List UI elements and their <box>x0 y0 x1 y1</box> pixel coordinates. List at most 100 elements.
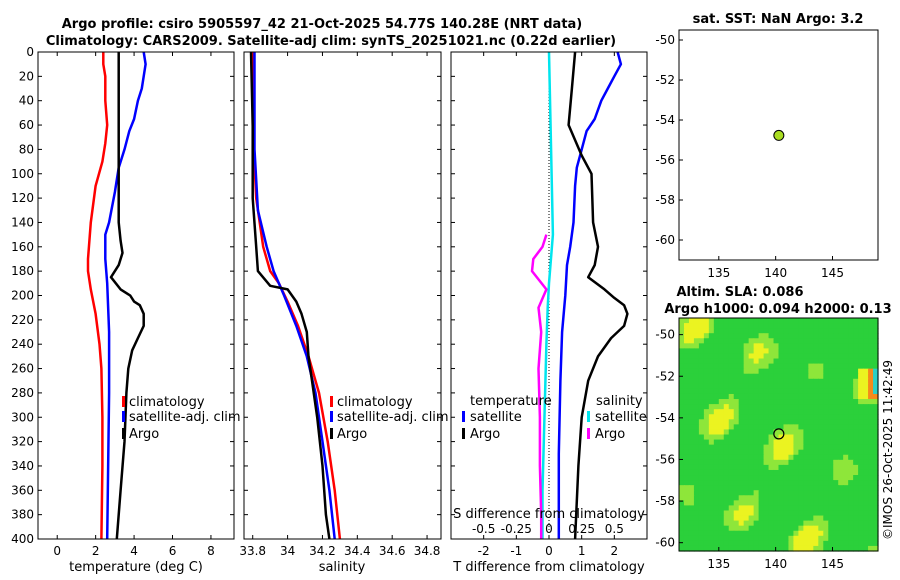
sla-cell <box>723 424 730 431</box>
sla-cell <box>743 454 750 461</box>
sla-cell <box>679 343 685 349</box>
sla-cell <box>748 515 755 522</box>
sla-cell <box>843 545 849 552</box>
sla-cell <box>818 393 824 400</box>
sla-cell <box>703 409 710 415</box>
sla-cell <box>793 404 799 410</box>
sla-cell <box>758 373 765 380</box>
sla-cell <box>763 464 770 471</box>
sla-cell <box>773 469 780 476</box>
sla-cell <box>683 530 690 537</box>
sla-cell <box>798 388 804 395</box>
sla-cell <box>679 464 685 471</box>
sla-cell <box>733 540 740 547</box>
sla-cell <box>828 383 834 390</box>
sla-cell <box>738 495 745 501</box>
sla-cell <box>783 459 790 466</box>
sla-cell <box>733 515 740 522</box>
sal-series-satellite-adj-clim <box>253 52 336 540</box>
sla-cell <box>763 333 770 339</box>
sla-cell <box>768 520 775 527</box>
sla-cell <box>698 378 705 385</box>
sla-cell <box>708 429 715 436</box>
sla-cell <box>853 333 859 339</box>
sla-cell <box>813 525 819 532</box>
legend-satellite-adj: satellite-adj. clim <box>129 410 241 425</box>
sla-cell <box>773 530 780 537</box>
sla-cell <box>763 383 770 390</box>
sla-cell <box>788 399 795 405</box>
sla-cell <box>748 535 755 542</box>
sla-cell <box>808 485 814 491</box>
sla-cell <box>743 333 750 339</box>
sla-cell <box>803 490 809 496</box>
sla-cell <box>823 388 829 395</box>
sla-cell <box>858 419 864 425</box>
sla-cell <box>863 469 869 476</box>
sla-cell <box>778 393 785 400</box>
sla-cell <box>798 500 804 507</box>
sla-cell <box>683 348 690 355</box>
sla-cell <box>778 459 785 466</box>
sla-cell <box>803 475 809 481</box>
sla-cell <box>698 343 705 349</box>
sla-cell <box>683 409 690 415</box>
sla-cell <box>733 495 740 501</box>
sla-cell <box>873 338 879 344</box>
sla-cell <box>728 323 735 329</box>
sla-cell <box>698 338 705 344</box>
sla-cell <box>833 368 839 375</box>
sla-cell <box>743 429 750 436</box>
sla-cell <box>788 388 795 395</box>
sla-cell <box>843 480 849 486</box>
sla-cell <box>808 383 814 390</box>
sla-cell <box>788 475 795 481</box>
sla-cell <box>723 515 730 522</box>
sla-cell <box>853 545 859 552</box>
sla-cell <box>848 530 854 537</box>
sla-cell <box>688 378 695 385</box>
sla-cell <box>793 469 799 476</box>
sla-cell <box>748 373 755 380</box>
sla-cell <box>713 358 720 365</box>
sla-cell <box>803 419 809 425</box>
sst-axes-frame <box>678 29 879 261</box>
sla-cell <box>833 464 839 471</box>
sla-cell <box>758 404 765 410</box>
sla-cell <box>798 429 804 436</box>
sla-cell <box>718 383 725 390</box>
sla-cell <box>848 475 854 481</box>
sla-cell <box>748 520 755 527</box>
sla-cell <box>853 475 859 481</box>
sla-cell <box>693 495 700 501</box>
sla-cell <box>733 490 740 496</box>
sla-cell <box>823 525 829 532</box>
sla-cell <box>783 495 790 501</box>
sla-cell <box>793 353 799 360</box>
sla-cell <box>718 358 725 365</box>
temperature-legend: climatology satellite-adj. clim Argo <box>122 395 241 442</box>
sla-cell <box>873 318 879 324</box>
sla-cell <box>838 490 844 496</box>
temp-xtick-label: 8 <box>207 544 215 558</box>
sla-cell <box>753 414 760 420</box>
sla-argo-marker <box>773 428 785 440</box>
sla-cell <box>738 454 745 461</box>
diff-series-salinity-argo <box>530 234 548 539</box>
sla-cell <box>733 338 740 344</box>
sla-cell <box>793 378 799 385</box>
sla-cell <box>863 409 869 415</box>
sla-cell <box>818 419 824 425</box>
sla-cell <box>838 475 844 481</box>
sla-cell <box>873 373 879 380</box>
sla-cell <box>853 323 859 329</box>
sla-cell <box>763 368 770 375</box>
sla-cell <box>698 500 705 507</box>
sla-cell <box>728 545 735 552</box>
sla-cell <box>793 480 799 486</box>
sla-cell <box>858 545 864 552</box>
sla-cell <box>763 459 770 466</box>
sla-cell <box>713 469 720 476</box>
sla-cell <box>793 540 799 547</box>
sla-cell <box>768 343 775 349</box>
